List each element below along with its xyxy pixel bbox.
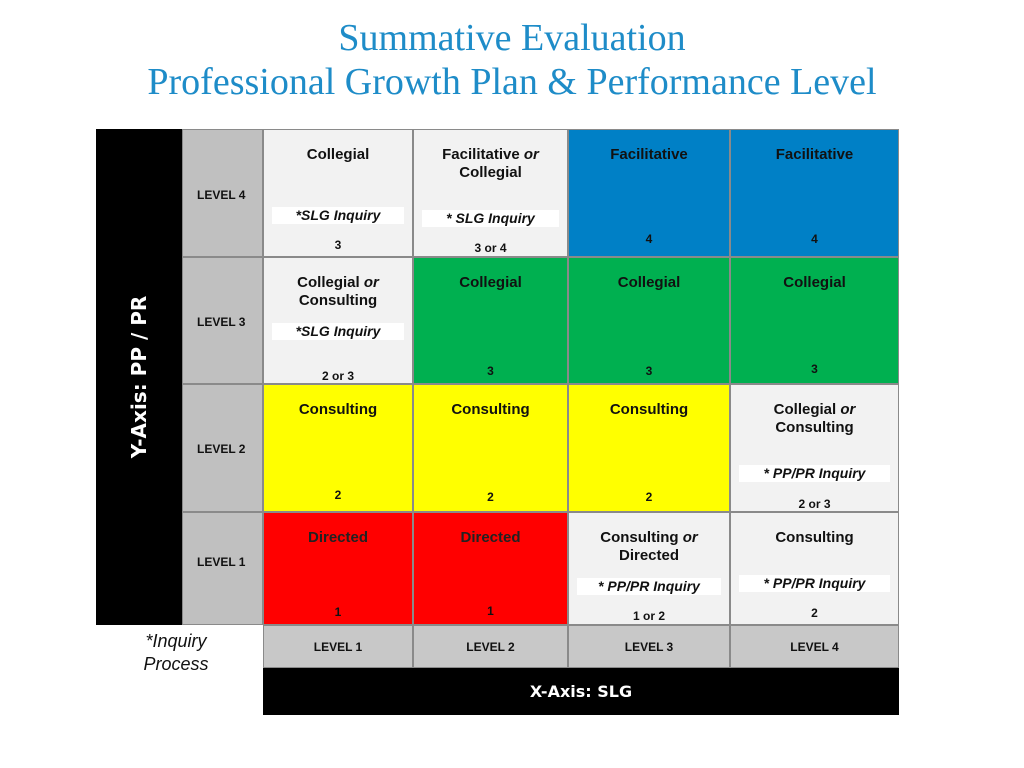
cell-r3-c2: Collegial 3 — [413, 257, 568, 384]
page-title-line-2: Professional Growth Plan & Performance L… — [147, 61, 877, 103]
cell-heading: Facilitative or Collegial — [442, 146, 539, 181]
y-axis-label: Y-Axis: PP / PR — [127, 295, 151, 459]
cell-r1-c1: Directed 1 — [263, 512, 413, 625]
row-label-text: LEVEL 3 — [197, 315, 246, 329]
inquiry-tag: *SLG Inquiry — [272, 323, 404, 340]
cell-heading: Collegial — [306, 146, 370, 163]
cell-score: 1 or 2 — [632, 609, 665, 623]
cell-score: 2 — [645, 490, 653, 504]
inquiry-process-note: *Inquiry Process — [143, 631, 209, 674]
cell-heading: Collegial or Consulting — [297, 274, 379, 309]
col-label-level-1: LEVEL 1 — [263, 625, 413, 668]
cell-score: 2 — [811, 606, 818, 620]
cell-score: 2 or 3 — [798, 497, 831, 511]
cell-heading: Collegial — [459, 274, 522, 291]
col-label-level-4: LEVEL 4 — [730, 625, 899, 668]
col-label-level-3: LEVEL 3 — [568, 625, 730, 668]
inquiry-tag: * SLG Inquiry — [422, 210, 559, 227]
cell-r3-c4: Collegial 3 — [730, 257, 899, 384]
cell-score: 2 — [487, 490, 494, 504]
col-label-level-2: LEVEL 2 — [413, 625, 568, 668]
row-label-level-3: LEVEL 3 — [182, 257, 263, 384]
cell-r1-c2: Directed 1 — [413, 512, 568, 625]
cell-heading: Collegial — [617, 274, 681, 291]
page-title-line-1: Summative Evaluation — [338, 17, 686, 59]
inquiry-tag: *SLG Inquiry — [272, 207, 404, 224]
row-label-text: LEVEL 2 — [197, 442, 246, 456]
cell-r2-c2: Consulting 2 — [413, 384, 568, 512]
inquiry-tag: * PP/PR Inquiry — [739, 465, 890, 482]
cell-r3-c1: Collegial or Consulting *SLG Inquiry 2 o… — [263, 257, 413, 384]
cell-r4-c3: Facilitative 4 — [568, 129, 730, 257]
cell-r4-c2: Facilitative or Collegial * SLG Inquiry … — [413, 129, 568, 257]
inquiry-tag: * PP/PR Inquiry — [577, 578, 721, 595]
cell-heading: Facilitative — [610, 146, 688, 163]
cell-heading: Directed — [460, 529, 521, 546]
cell-r2-c3: Consulting 2 — [568, 384, 730, 512]
cell-score: 4 — [645, 232, 653, 246]
row-label-text: LEVEL 1 — [197, 555, 246, 569]
cell-heading: Consulting — [775, 529, 854, 546]
cell-score: 4 — [811, 232, 818, 246]
x-axis-bar: X-Axis: SLG — [263, 668, 899, 715]
cell-score: 3 — [334, 238, 342, 252]
inquiry-tag: * PP/PR Inquiry — [739, 575, 890, 592]
cell-score: 3 or 4 — [474, 241, 507, 255]
row-label-level-2: LEVEL 2 — [182, 384, 263, 512]
row-label-level-1: LEVEL 1 — [182, 512, 263, 625]
cell-heading: Collegial or Consulting — [773, 401, 856, 436]
cell-score: 3 — [487, 364, 494, 378]
cell-heading: Consulting — [609, 401, 689, 418]
cell-heading: Consulting — [298, 401, 378, 418]
cell-score: 1 — [487, 604, 494, 618]
cell-heading: Facilitative — [775, 146, 854, 163]
cell-heading: Collegial — [783, 274, 846, 291]
cell-heading: Consulting or Directed — [600, 529, 698, 564]
cell-score: 1 — [334, 605, 342, 619]
cell-score: 3 — [811, 362, 818, 376]
cell-score: 2 or 3 — [321, 369, 354, 383]
cell-score: 3 — [645, 364, 653, 378]
row-label-level-4: LEVEL 4 — [182, 129, 263, 257]
cell-r4-c1: Collegial *SLG Inquiry 3 — [263, 129, 413, 257]
cell-r3-c3: Collegial 3 — [568, 257, 730, 384]
cell-heading: Consulting — [451, 401, 530, 418]
cell-r4-c4: Facilitative 4 — [730, 129, 899, 257]
cell-r1-c3: Consulting or Directed * PP/PR Inquiry 1… — [568, 512, 730, 625]
cell-r2-c4: Collegial or Consulting * PP/PR Inquiry … — [730, 384, 899, 512]
cell-heading: Directed — [307, 529, 369, 546]
row-label-text: LEVEL 4 — [197, 188, 246, 202]
cell-r2-c1: Consulting 2 — [263, 384, 413, 512]
cell-score: 2 — [334, 488, 342, 502]
y-axis-bar: Y-Axis: PP / PR — [96, 129, 182, 625]
cell-r1-c4: Consulting * PP/PR Inquiry 2 — [730, 512, 899, 625]
